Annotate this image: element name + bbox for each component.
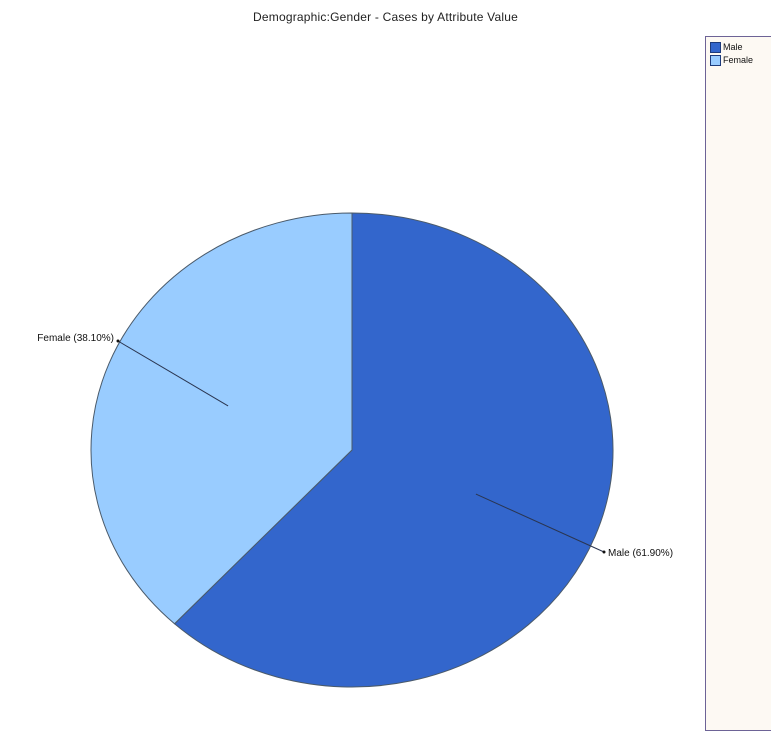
pie-slice-female bbox=[90, 212, 353, 625]
legend-item-male: Male bbox=[710, 41, 743, 53]
legend-label-male: Male bbox=[723, 42, 743, 52]
leader-line-male bbox=[475, 493, 605, 553]
legend-item-female: Female bbox=[710, 54, 753, 66]
slice-label-female: Female (38.10%) bbox=[37, 333, 114, 344]
legend-label-female: Female bbox=[723, 55, 754, 65]
leader-dot-female bbox=[116, 339, 120, 343]
legend-swatch-female bbox=[710, 54, 721, 66]
leader-line-female bbox=[117, 340, 229, 407]
legend: Male Female bbox=[705, 36, 771, 731]
chart-title: Demographic:Gender - Cases by Attribute … bbox=[253, 10, 518, 24]
leader-dot-male bbox=[602, 550, 606, 554]
legend-swatch-male bbox=[710, 41, 721, 53]
pie-slice-male bbox=[173, 212, 614, 688]
slice-label-male: Male (61.90%) bbox=[608, 548, 673, 559]
